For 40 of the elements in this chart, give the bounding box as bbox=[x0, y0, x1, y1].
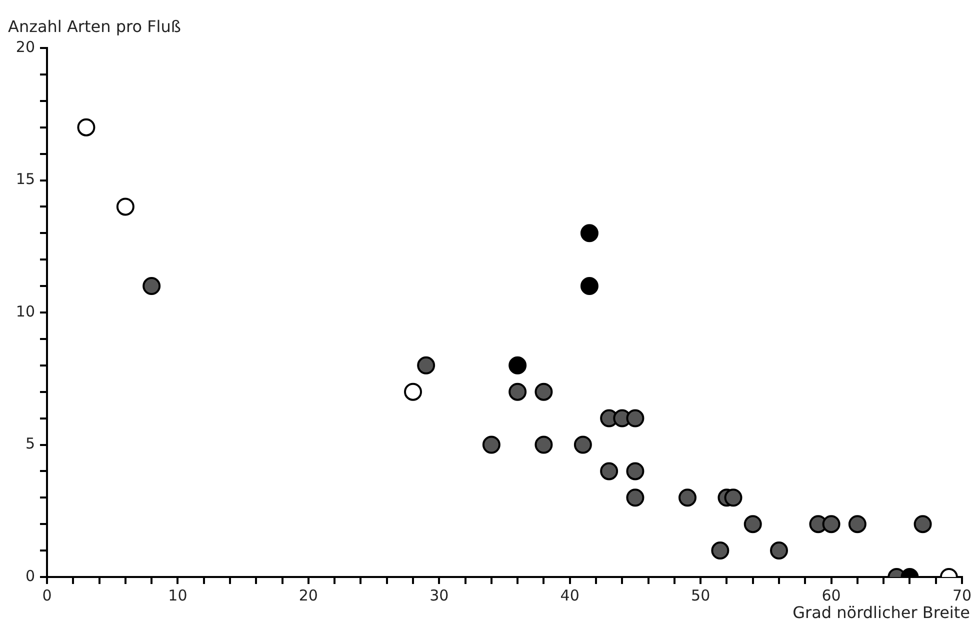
point bbox=[77, 118, 96, 136]
y-axis-title: Anzahl Arten pro Fluß bbox=[8, 17, 181, 36]
point bbox=[724, 488, 742, 507]
point bbox=[580, 224, 598, 242]
x-tick-label: 0 bbox=[42, 586, 52, 604]
x-axis-title: Grad nördlicher Breite bbox=[792, 603, 970, 622]
point bbox=[914, 515, 932, 534]
point bbox=[534, 436, 553, 454]
point bbox=[600, 462, 618, 480]
y-tick-label: 20 bbox=[16, 38, 35, 56]
point bbox=[404, 382, 422, 401]
point bbox=[580, 277, 598, 296]
point bbox=[116, 198, 134, 216]
point bbox=[770, 542, 788, 560]
point bbox=[626, 462, 644, 480]
point bbox=[678, 488, 696, 507]
point bbox=[744, 515, 762, 534]
y-tick-label: 5 bbox=[25, 434, 35, 453]
x-tick-label: 10 bbox=[168, 586, 188, 604]
point bbox=[848, 515, 866, 534]
point bbox=[626, 488, 644, 507]
x-tick-label: 30 bbox=[430, 586, 449, 604]
y-tick-label: 10 bbox=[16, 302, 35, 320]
x-tick-label: 60 bbox=[822, 586, 841, 604]
x-tick-label: 40 bbox=[560, 586, 580, 604]
point bbox=[534, 382, 553, 401]
point bbox=[626, 409, 644, 428]
point bbox=[574, 436, 592, 454]
x-tick-label: 70 bbox=[952, 586, 972, 604]
y-tick-label: 0 bbox=[25, 566, 35, 585]
point bbox=[508, 382, 527, 401]
point bbox=[142, 277, 161, 296]
point bbox=[508, 356, 527, 374]
point bbox=[711, 542, 730, 560]
point bbox=[822, 515, 840, 534]
point bbox=[482, 436, 500, 454]
x-tick-label: 20 bbox=[298, 586, 318, 604]
point bbox=[417, 356, 436, 374]
y-tick-label: 15 bbox=[16, 170, 35, 188]
x-tick-label: 50 bbox=[691, 586, 710, 604]
